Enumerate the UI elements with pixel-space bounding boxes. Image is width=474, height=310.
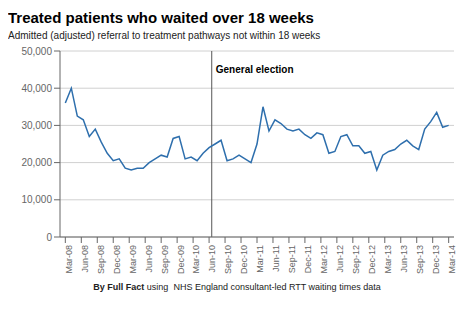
svg-text:Sep-08: Sep-08	[96, 245, 106, 274]
svg-text:Dec-10: Dec-10	[239, 245, 249, 274]
svg-text:Mar-14: Mar-14	[447, 245, 457, 274]
svg-text:Jun-09: Jun-09	[144, 245, 154, 273]
svg-text:Sep-13: Sep-13	[415, 245, 425, 274]
svg-text:Dec-11: Dec-11	[303, 245, 313, 273]
svg-text:Jun-10: Jun-10	[207, 245, 217, 273]
svg-text:50,000: 50,000	[21, 46, 52, 57]
svg-text:Dec-12: Dec-12	[367, 245, 377, 274]
svg-text:Jun-11: Jun-11	[271, 245, 281, 272]
svg-text:Jun-13: Jun-13	[399, 245, 409, 273]
svg-text:Mar-08: Mar-08	[64, 245, 74, 274]
svg-text:40,000: 40,000	[21, 83, 52, 94]
svg-text:Dec-09: Dec-09	[176, 245, 186, 274]
html-text:By Full Fact using NHS England: By Full Fact using NHS England consultan…	[93, 282, 381, 292]
svg-text:10,000: 10,000	[21, 194, 52, 205]
svg-text:30,000: 30,000	[21, 120, 52, 131]
svg-text:0: 0	[46, 232, 52, 243]
svg-text:Mar-11: Mar-11	[255, 245, 265, 273]
svg-text:20,000: 20,000	[21, 157, 52, 168]
svg-text:General election: General election	[216, 64, 294, 75]
svg-text:Mar-13: Mar-13	[383, 245, 393, 274]
svg-text:Jun-08: Jun-08	[80, 245, 90, 273]
svg-text:Sep-09: Sep-09	[160, 245, 170, 274]
svg-text:Jun-12: Jun-12	[335, 245, 345, 273]
svg-text:Mar-09: Mar-09	[128, 245, 138, 274]
svg-text:Mar-12: Mar-12	[319, 245, 329, 274]
html-text:Admitted (adjusted) referral t: Admitted (adjusted) referral to treatmen…	[8, 30, 321, 41]
svg-text:Dec-13: Dec-13	[431, 245, 441, 274]
svg-text:Dec-08: Dec-08	[112, 245, 122, 274]
html-text:Treated patients who waited ov: Treated patients who waited over 18 week…	[8, 9, 314, 26]
svg-text:Mar-10: Mar-10	[191, 245, 201, 274]
svg-text:Sep-12: Sep-12	[351, 245, 361, 274]
svg-text:Sep-10: Sep-10	[223, 245, 233, 274]
svg-text:Sep-11: Sep-11	[287, 245, 297, 273]
